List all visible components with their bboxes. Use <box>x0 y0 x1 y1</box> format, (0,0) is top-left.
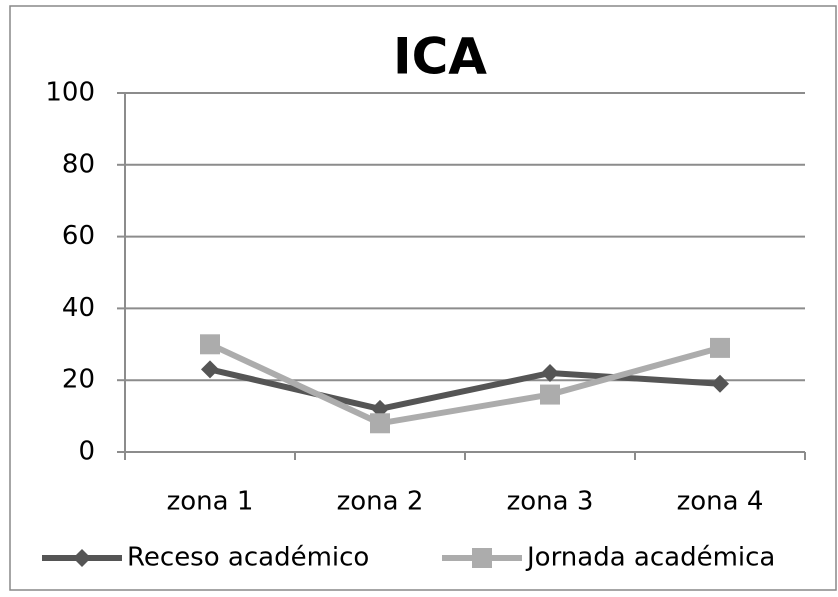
x-tick-label: zona 4 <box>677 487 764 517</box>
y-tick-label: 20 <box>62 365 95 395</box>
y-tick-label: 0 <box>78 437 95 467</box>
y-tick-label: 80 <box>62 149 95 179</box>
legend-label: Receso académico <box>127 543 369 573</box>
x-tick-label: zona 3 <box>507 487 594 517</box>
y-tick-label: 60 <box>62 221 95 251</box>
data-point <box>200 334 220 355</box>
y-tick-label: 100 <box>45 78 95 108</box>
legend-label: Jornada académica <box>525 543 775 573</box>
x-tick-label: zona 2 <box>337 487 424 517</box>
y-tick-label: 40 <box>62 293 95 323</box>
chart-title: ICA <box>393 28 487 86</box>
x-tick-label: zona 1 <box>167 487 254 517</box>
data-point <box>540 384 560 405</box>
data-point <box>711 374 729 393</box>
legend-marker <box>472 548 492 568</box>
chart-frame <box>9 5 837 591</box>
data-point <box>710 337 730 358</box>
data-point <box>370 413 390 434</box>
data-point <box>201 360 219 379</box>
data-point <box>541 364 559 383</box>
series-line <box>209 366 721 412</box>
legend-marker <box>73 549 91 567</box>
series-line <box>208 341 721 427</box>
